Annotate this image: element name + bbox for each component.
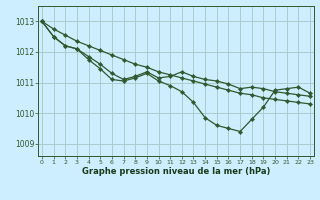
X-axis label: Graphe pression niveau de la mer (hPa): Graphe pression niveau de la mer (hPa) <box>82 167 270 176</box>
